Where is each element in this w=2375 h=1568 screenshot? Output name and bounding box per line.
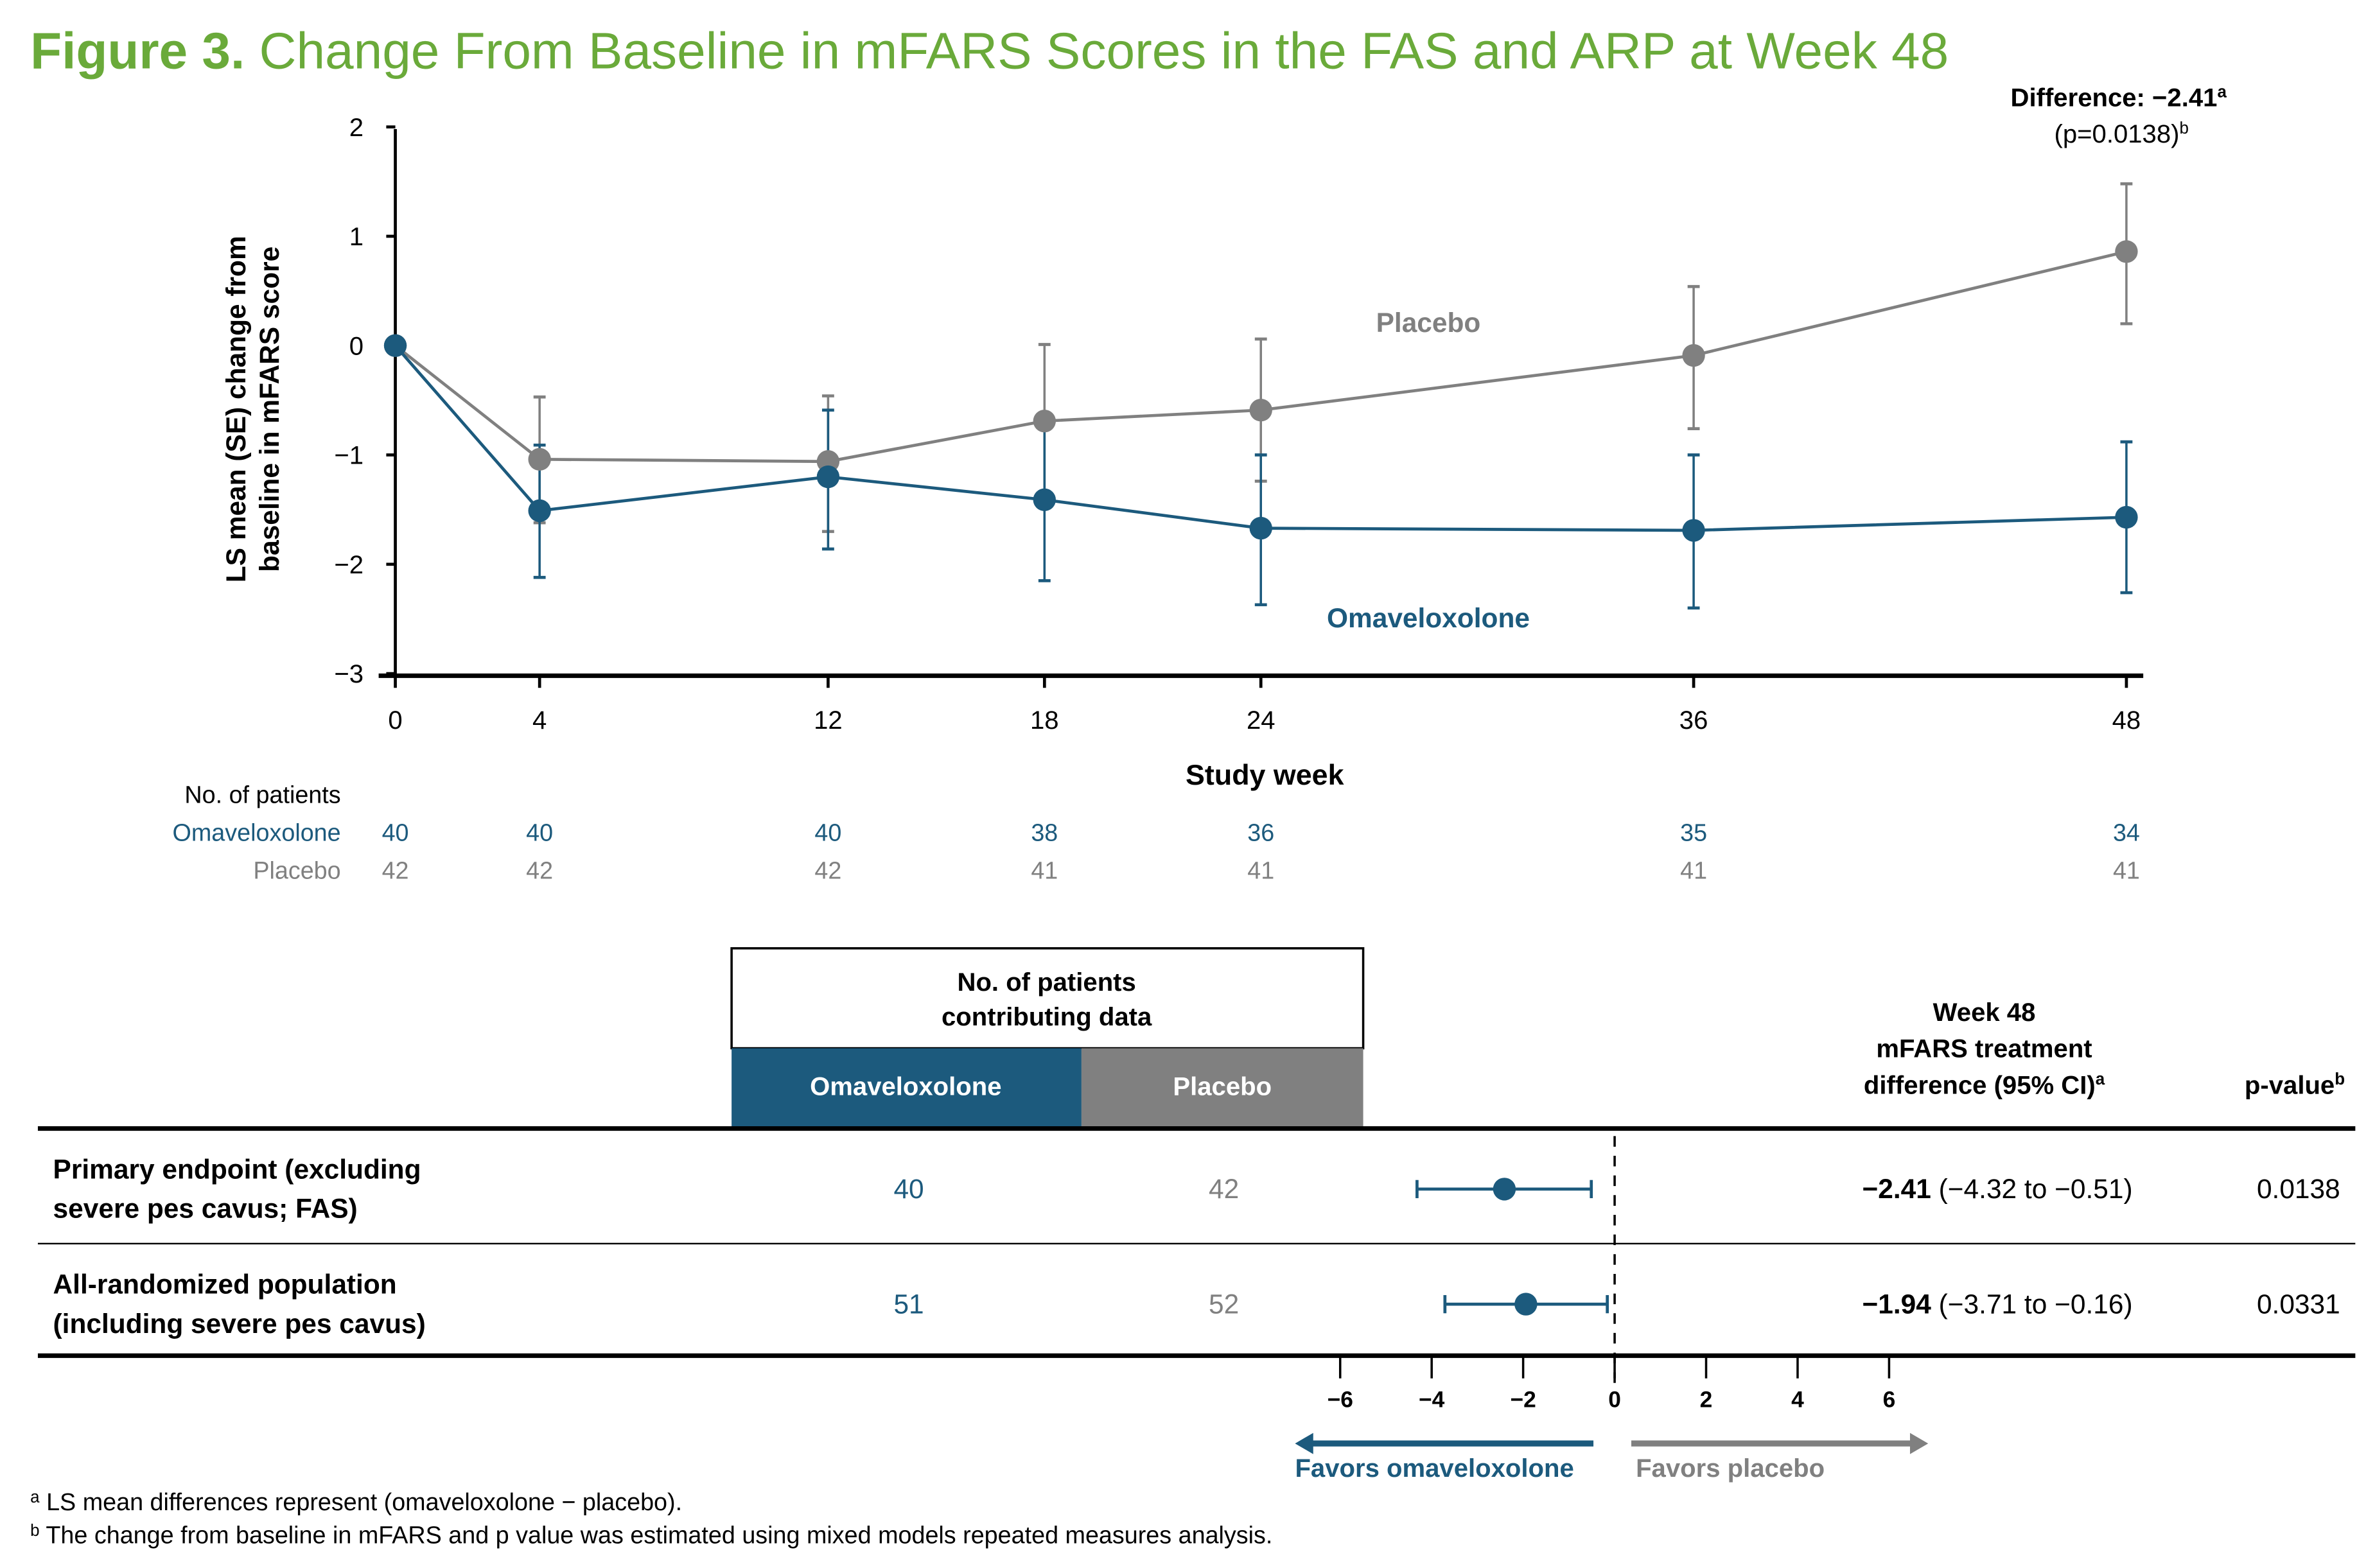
y-tick-label: 2 (349, 114, 364, 142)
row-label: All-randomized population (53, 1269, 397, 1300)
figure-title: Figure 3. Change From Baseline in mFARS … (30, 22, 1949, 80)
line-chart: 2 1 0 −1 −2 −3 0 4 12 18 24 36 48 (334, 114, 2144, 735)
x-tick-label: 4 (532, 706, 547, 735)
y-tick-label: −1 (334, 442, 364, 470)
box-header-line1: No. of patients (958, 968, 1136, 997)
footnote-a: a LS mean differences represent (omavelo… (30, 1488, 682, 1515)
data-point-omaveloxolone (383, 334, 407, 357)
estimate-text: −2.41 (1862, 1174, 1931, 1204)
n-placebo: 42 (1209, 1174, 1239, 1204)
p-value-annotation: (p=0.0138)b (2054, 119, 2188, 148)
diff-header-line3: difference (95% CI)a (1864, 1070, 2105, 1099)
patient-count: 38 (1031, 819, 1058, 846)
patient-count: 40 (814, 819, 841, 846)
header-omaveloxolone (732, 1048, 1082, 1129)
p-value: 0.0138 (2257, 1174, 2340, 1204)
data-point-placebo (1249, 399, 1272, 422)
n-placebo: 52 (1209, 1289, 1239, 1319)
data-point-omaveloxolone (1682, 519, 1705, 542)
patient-count: 36 (1247, 819, 1274, 846)
patient-count: 41 (1680, 857, 1707, 884)
p-value-header: p-valueb (2245, 1070, 2345, 1099)
forest-tick-label: 6 (1883, 1387, 1896, 1412)
estimate-text: −1.94 (1862, 1289, 1931, 1319)
svg-text:LS mean (SE) change from: LS mean (SE) change from (221, 236, 251, 582)
patients-values: 40 40 40 38 36 35 34 42 42 42 41 41 41 41 (382, 819, 2140, 884)
n-omaveloxolone: 40 (893, 1174, 924, 1204)
y-axis-label: LS mean (SE) change from baseline in mFA… (221, 236, 285, 582)
estimate-point (1514, 1293, 1538, 1316)
ci-text: (−4.32 to −0.51) (1931, 1174, 2133, 1204)
forest-tick-label: −6 (1328, 1387, 1353, 1412)
patients-label-omaveloxolone: Omaveloxolone (173, 819, 341, 846)
data-point-omaveloxolone (1033, 488, 1056, 512)
patient-count: 42 (814, 857, 841, 884)
p-value: 0.0331 (2257, 1289, 2340, 1319)
patient-count: 34 (2113, 819, 2140, 846)
svg-text:baseline in mFARS score: baseline in mFARS score (254, 247, 285, 572)
patient-count: 35 (1680, 819, 1707, 846)
header-placebo-label: Placebo (1173, 1073, 1272, 1101)
data-point-placebo (1682, 344, 1705, 367)
arrow-left-icon (1295, 1433, 1313, 1454)
series-label-placebo: Placebo (1376, 308, 1481, 338)
y-tick-label: 1 (349, 223, 364, 251)
forest-tick-label: 4 (1791, 1387, 1804, 1412)
difference-value: −2.41 (−4.32 to −0.51) (1862, 1174, 2132, 1204)
patient-count: 41 (1031, 857, 1058, 884)
row-label: severe pes cavus; FAS) (53, 1194, 358, 1224)
header-omaveloxolone-label: Omaveloxolone (810, 1073, 1001, 1101)
patient-count: 41 (1247, 857, 1274, 884)
difference-annotation: Difference: −2.41a (2011, 83, 2227, 112)
y-tick-label: −3 (334, 660, 364, 688)
series-label-omaveloxolone: Omaveloxolone (1327, 603, 1530, 633)
box-header-line2: contributing data (942, 1003, 1152, 1031)
patients-label-placebo: Placebo (253, 857, 340, 884)
footnote-b: b The change from baseline in mFARS and … (30, 1522, 1272, 1549)
arrow-right-icon (1909, 1433, 1929, 1454)
forest-tick-label: −4 (1419, 1387, 1445, 1412)
forest-plot: −6 −4 −2 0 2 4 6 Primary endpoint (excluding sev… (53, 1136, 2340, 1412)
estimate-point (1493, 1178, 1516, 1201)
data-point-placebo (528, 448, 551, 471)
data-point-omaveloxolone (816, 465, 840, 489)
data-point-placebo (1033, 410, 1056, 433)
data-point-placebo (2115, 240, 2138, 263)
row-label: Primary endpoint (excluding (53, 1154, 421, 1184)
diff-header-line1: Week 48 (1933, 998, 2036, 1027)
n-omaveloxolone: 51 (893, 1289, 924, 1319)
ci-text: (−3.71 to −0.16) (1931, 1289, 2133, 1319)
patient-count: 41 (2113, 857, 2140, 884)
patient-count: 42 (382, 857, 409, 884)
data-point-omaveloxolone (2115, 505, 2138, 529)
x-tick-label: 48 (2112, 706, 2141, 735)
patients-header: No. of patients (184, 781, 340, 808)
y-tick-label: −2 (334, 551, 364, 579)
difference-value: −1.94 (−3.71 to −0.16) (1862, 1289, 2132, 1319)
x-tick-label: 36 (1679, 706, 1708, 735)
x-axis-label: Study week (1186, 759, 1344, 791)
patient-count: 40 (382, 819, 409, 846)
x-tick-label: 18 (1030, 706, 1059, 735)
patients-contributing-box (730, 947, 1365, 1050)
x-tick-label: 12 (814, 706, 843, 735)
data-point-omaveloxolone (1249, 516, 1272, 540)
header-placebo (1081, 1048, 1363, 1129)
forest-tick-label: 0 (1608, 1387, 1621, 1412)
row-label: (including severe pes cavus) (53, 1309, 426, 1339)
x-tick-label: 24 (1247, 706, 1275, 735)
favors-omaveloxolone-label: Favors omaveloxolone (1295, 1454, 1573, 1483)
data-point-omaveloxolone (528, 499, 551, 523)
diff-header-line2: mFARS treatment (1876, 1035, 2092, 1063)
forest-tick-label: −2 (1510, 1387, 1536, 1412)
forest-tick-label: 2 (1700, 1387, 1713, 1412)
favors-placebo-label: Favors placebo (1636, 1454, 1825, 1483)
patient-count: 40 (526, 819, 553, 846)
y-tick-label: 0 (349, 332, 364, 360)
x-tick-label: 0 (388, 706, 402, 735)
patient-count: 42 (526, 857, 553, 884)
